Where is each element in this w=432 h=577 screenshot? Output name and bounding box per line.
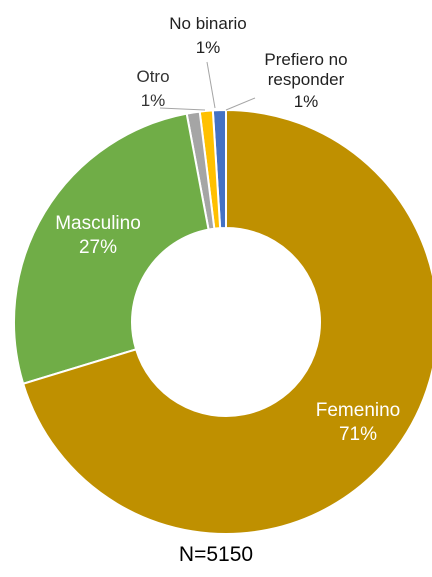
value-label: 1% xyxy=(195,38,221,57)
slice-label: Femenino 71% xyxy=(316,399,401,447)
slice-label: No binario 1% xyxy=(169,12,247,60)
note: N=5150 xyxy=(178,543,254,566)
slice-label: Otro 1% xyxy=(136,65,169,113)
category-label: Prefiero no responder xyxy=(264,50,348,89)
category-label: Masculino xyxy=(55,213,141,234)
slice-label: Prefiero no responder 1% xyxy=(251,50,361,114)
value-label: 27% xyxy=(78,237,118,258)
slice-label: Masculino 27% xyxy=(55,212,141,260)
category-label: Otro xyxy=(136,67,170,86)
value-label: 71% xyxy=(338,424,378,445)
leader-line xyxy=(159,107,206,111)
slice xyxy=(21,108,432,535)
leader-line xyxy=(206,61,216,109)
category-label: Femenino xyxy=(315,400,401,421)
value-label: 1% xyxy=(293,92,319,111)
leader-line xyxy=(225,97,256,111)
slice xyxy=(13,112,210,385)
value-label: 1% xyxy=(140,91,166,110)
category-label: No binario xyxy=(169,14,247,33)
